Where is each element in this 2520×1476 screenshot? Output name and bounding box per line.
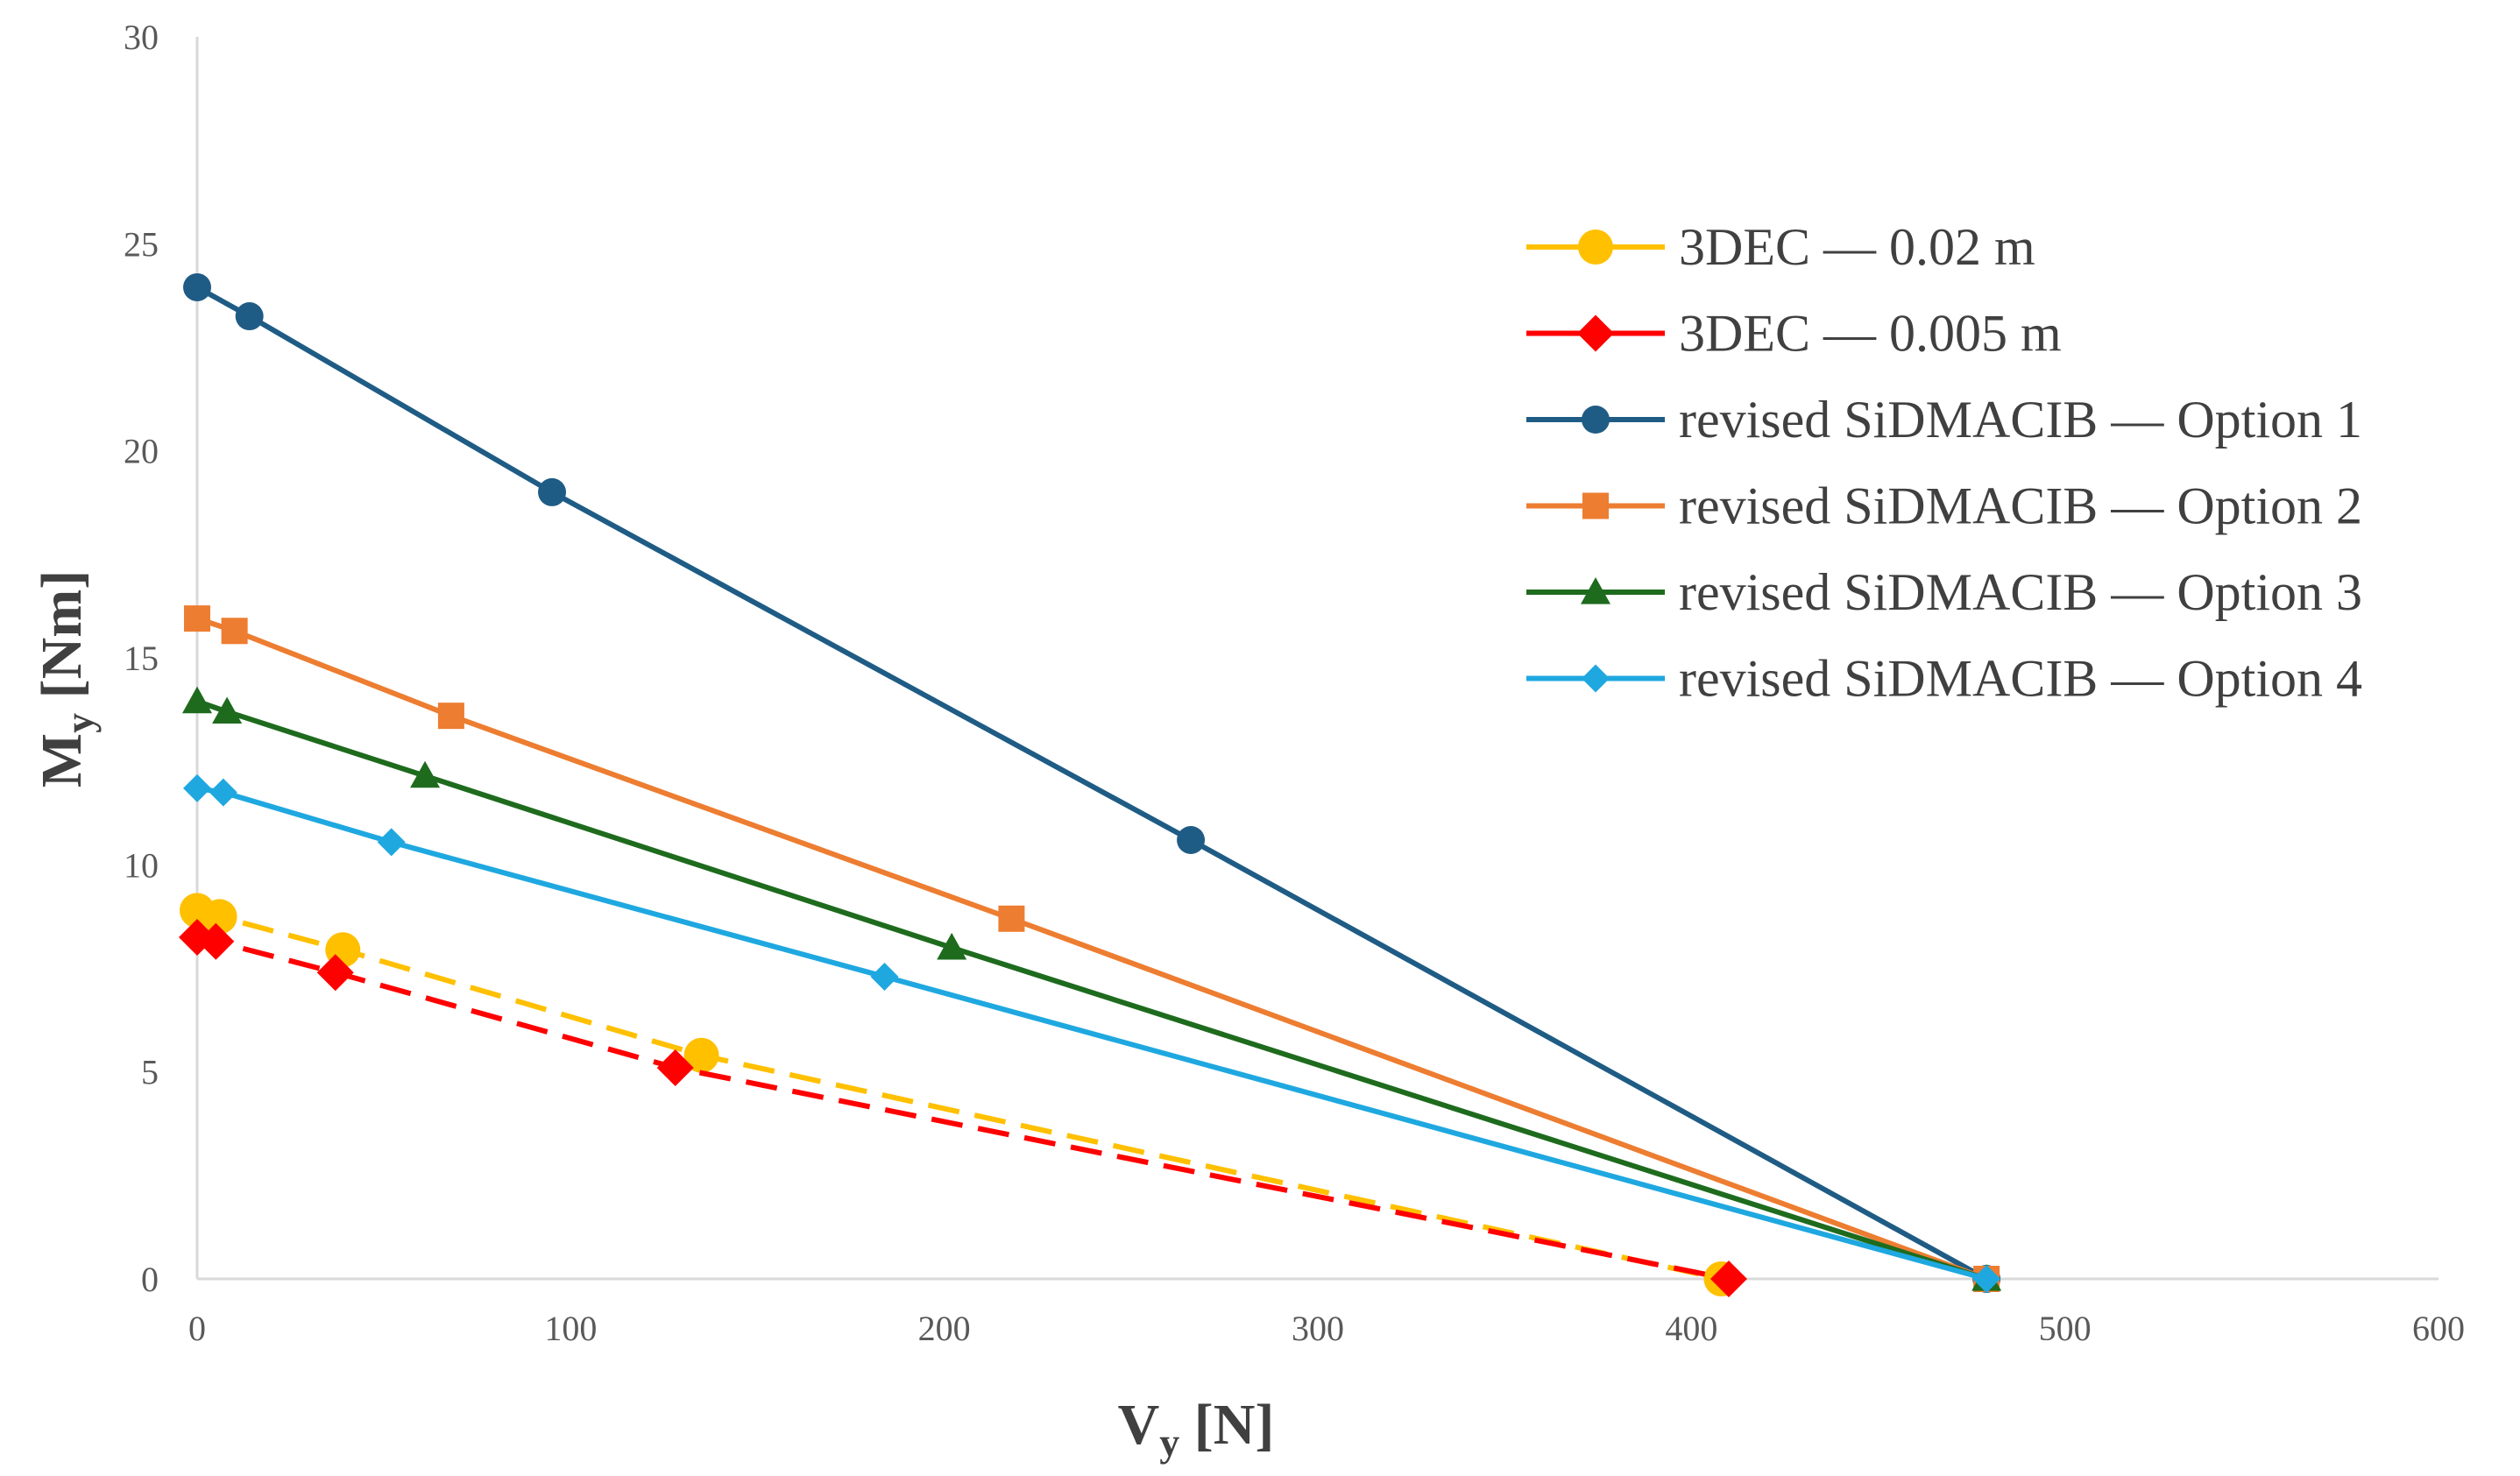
legend-marker — [1582, 492, 1609, 519]
series-4 — [184, 605, 2000, 1292]
legend-item: revised SiDMACIB — Option 2 — [1526, 477, 2362, 535]
legend-label: revised SiDMACIB — Option 2 — [1679, 477, 2362, 535]
legend-item: 3DEC — 0.02 m — [1526, 218, 2035, 276]
legend-item: 3DEC — 0.005 m — [1526, 305, 2062, 363]
x-tick-label: 200 — [918, 1309, 971, 1348]
data-point — [870, 962, 899, 991]
series-line — [196, 785, 1987, 1282]
y-tick-label: 15 — [124, 639, 159, 678]
x-tick-label: 400 — [1665, 1309, 1717, 1348]
data-point — [182, 686, 212, 714]
data-point — [683, 1037, 719, 1073]
series-6 — [183, 773, 2001, 1293]
legend-marker — [1581, 577, 1610, 604]
series-line — [196, 616, 1988, 1282]
x-tick-label: 500 — [2039, 1309, 2092, 1348]
data-point — [937, 932, 967, 960]
data-point — [998, 905, 1025, 932]
y-tick-label: 20 — [124, 432, 159, 471]
axes — [195, 37, 2439, 1281]
data-point — [183, 272, 211, 301]
legend-item: revised SiDMACIB — Option 1 — [1526, 391, 2362, 448]
data-point — [437, 703, 464, 730]
y-tick-label: 0 — [141, 1260, 159, 1299]
y-axis-title: My [Nm] — [30, 570, 102, 787]
data-point — [377, 828, 406, 857]
y-tick-label: 10 — [124, 845, 159, 885]
legend-marker — [1577, 314, 1614, 352]
legend-item: revised SiDMACIB — Option 4 — [1526, 650, 2362, 708]
data-point — [184, 605, 210, 632]
series-5 — [182, 686, 2002, 1291]
data-point — [202, 899, 237, 935]
legend-label: revised SiDMACIB — Option 4 — [1679, 650, 2362, 708]
data-point — [410, 760, 441, 788]
data-point — [221, 618, 248, 645]
legend-marker — [1578, 230, 1613, 265]
data-point — [1972, 1265, 2001, 1293]
legend-label: revised SiDMACIB — Option 3 — [1679, 563, 2362, 621]
data-point — [197, 922, 235, 960]
data-point — [212, 696, 243, 724]
y-tick-label: 5 — [141, 1053, 159, 1092]
data-point — [656, 1049, 694, 1086]
x-tick-label: 600 — [2412, 1309, 2465, 1348]
x-tick-label: 0 — [188, 1309, 206, 1348]
data-point — [235, 302, 264, 331]
legend-item: revised SiDMACIB — Option 3 — [1526, 563, 2362, 621]
y-tick-label: 30 — [124, 18, 159, 57]
data-point — [209, 778, 237, 807]
data-point — [1709, 1261, 1747, 1297]
series-1 — [180, 893, 1739, 1296]
legend-marker — [1582, 406, 1610, 434]
legend-label: revised SiDMACIB — Option 1 — [1679, 391, 2362, 448]
tick-labels: 0 100 200 300 400 500 600 0 5 10 15 20 25 30 — [124, 18, 2465, 1348]
legend-label: 3DEC — 0.005 m — [1679, 305, 2062, 363]
legend-marker — [1582, 664, 1610, 693]
x-tick-label: 100 — [544, 1309, 597, 1348]
x-axis-title: Vy [N] — [1118, 1393, 1275, 1465]
legend-label: 3DEC — 0.02 m — [1679, 218, 2035, 276]
series-3 — [183, 272, 2001, 1293]
data-point — [183, 773, 211, 802]
data-point — [538, 477, 567, 506]
series-2 — [179, 919, 1747, 1297]
data-point — [316, 954, 354, 992]
x-tick-label: 300 — [1292, 1309, 1344, 1348]
legend: 3DEC — 0.02 m 3DEC — 0.005 m revised SiDMA… — [1526, 218, 2362, 708]
y-tick-label: 25 — [124, 224, 159, 264]
data-point — [1177, 825, 1206, 854]
series — [179, 272, 2002, 1297]
